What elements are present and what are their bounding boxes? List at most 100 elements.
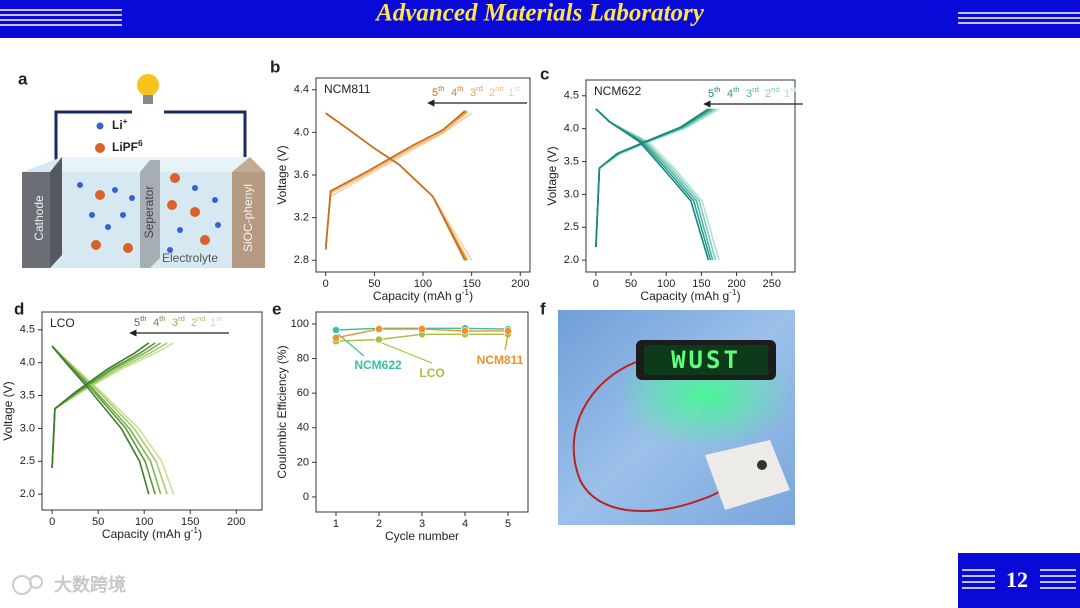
series-line [595,108,712,261]
x-tick-label: 5 [505,518,511,530]
ion-label: Li+ [112,116,128,132]
y-tick-label: 3.2 [294,212,309,224]
x-tick-label: 3 [419,518,425,530]
series-label: NCM811 [477,353,524,367]
series-line [595,108,710,261]
series-line [595,108,714,261]
superscript: th [140,314,146,323]
data-point [504,326,512,335]
series-line [324,110,468,261]
text-part: 2 [191,317,197,329]
panel-label: a [18,69,28,88]
page-number: 12 [1006,567,1028,592]
panel-label: e [272,299,281,318]
y-tick-label: 4.0 [20,357,35,369]
y-axis-label: Voltage (V) [275,145,289,204]
chart: 0 50 100 150 200 250 2.0 2.5 3.0 3.5 4.0 4.5 Capacit… [540,64,803,303]
chart-title: NCM811 [324,82,371,96]
text-part: Li [112,118,123,132]
electrolyte-label: Electrolyte [162,251,218,265]
panel-label: c [540,64,549,83]
superscript: rd [752,85,759,94]
header: Advanced Materials Laboratory [0,0,1080,38]
page-number-bg [958,553,1080,608]
text-part: LiPF [112,140,138,154]
salt-label: LiPF6 [112,138,143,154]
text-part: ) [469,289,473,303]
x-axis-label: Cycle number [385,529,459,543]
wire [164,110,247,172]
y-tick-label: 3.0 [20,422,35,434]
plot-frame [41,311,263,511]
x-tick-label: 0 [49,516,55,528]
data-point [461,326,469,335]
y-tick-label: 3.5 [20,389,35,401]
x-tick-label: 150 [462,278,480,290]
text-part: 4 [727,88,733,100]
superscript: th [159,314,165,323]
y-axis-label: Voltage (V) [545,146,559,205]
text-part: 3 [470,87,476,99]
series-line [51,342,150,495]
annotation-arrow [337,333,365,357]
data-point [375,335,383,344]
cell-diagram: a Li+ LiPF6 Cathode Seperator Electrolyt… [18,69,265,268]
series-line [595,108,717,261]
panel-label: f [540,299,546,318]
ions [77,122,221,253]
battery-box [705,440,790,510]
x-tick-label: 0 [593,278,599,290]
plot-frame [585,79,796,273]
text-part: 4 [153,317,159,329]
superscript: 6 [138,138,143,148]
legend-entry: 1st [210,314,223,329]
series-label: LCO [419,366,444,380]
watermark: 大数跨境 [12,574,126,595]
series-line [324,112,473,261]
page-number-box: 12 [958,553,1080,608]
legend-entry: 3rd [172,314,185,329]
y-tick-label: 60 [297,387,309,399]
legend-entry: 4th [727,85,740,100]
watermark-logo [12,575,32,595]
cell-top [62,157,265,172]
y-tick-label: 20 [297,456,309,468]
y-tick-label: 2.5 [564,221,579,233]
chart: 0 50 100 150 200 2.0 2.5 3.0 3.5 4.0 4.5 Capacity (… [1,299,263,541]
separator-label: Seperator [142,186,156,239]
superscript: th [733,85,739,94]
text-part: 5 [432,87,438,99]
plot-frame [315,77,531,273]
superscript: nd [771,85,780,94]
photo: f WUST [540,299,795,525]
watermark-text: 大数跨境 [54,574,126,595]
y-tick-label: 3.6 [294,169,309,181]
data-point [332,333,340,342]
y-tick-label: 2.5 [20,455,35,467]
x-tick-label: 2 [376,518,382,530]
x-tick-label: 200 [727,278,745,290]
y-tick-label: 0 [303,491,309,503]
x-tick-label: 150 [692,278,710,290]
y-axis-label: Voltage (V) [1,381,15,440]
header-bar [0,0,1080,38]
y-tick-label: 4.4 [294,84,309,96]
x-tick-label: 200 [511,278,529,290]
y-tick-label: 4.5 [20,324,35,336]
separator [140,160,160,268]
wire [54,110,132,172]
superscript: nd [197,314,206,323]
data-point [332,326,340,334]
superscript: st [790,85,797,94]
y-tick-label: 2.0 [20,488,35,500]
y-tick-label: 4.0 [564,123,579,135]
panel-label: b [270,57,280,76]
text-part: 5 [134,317,140,329]
superscript: th [438,84,444,93]
text-part: 1 [210,317,216,329]
x-axis-label: Capacity (mAh g-1) [373,287,473,303]
bulb [137,74,159,96]
y-tick-label: 3.0 [564,188,579,200]
switch [757,460,767,470]
